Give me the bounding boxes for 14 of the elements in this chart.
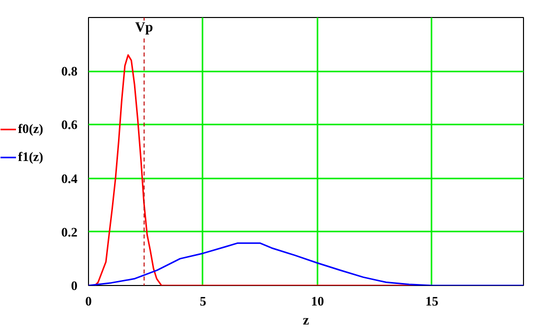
x-tick-label: 10 — [310, 294, 324, 308]
y-tick-label: 0.2 — [61, 224, 78, 240]
x-tick-label: 15 — [425, 294, 439, 308]
legend-label: f1(z) — [18, 149, 44, 165]
x-tick-label: 5 — [200, 294, 207, 308]
ref-line-label: Vp — [135, 20, 154, 36]
line-series — [88, 242, 524, 286]
x-tick-label: 0 — [85, 294, 92, 308]
y-tick-label: 0.6 — [61, 117, 78, 132]
y-tick-label: 0.8 — [61, 64, 78, 79]
y-tick-label: 0 — [71, 278, 78, 293]
y-tick-label: 0.4 — [61, 170, 78, 186]
x-axis-title: z — [302, 314, 310, 328]
legend-label: f0(z) — [18, 121, 44, 137]
